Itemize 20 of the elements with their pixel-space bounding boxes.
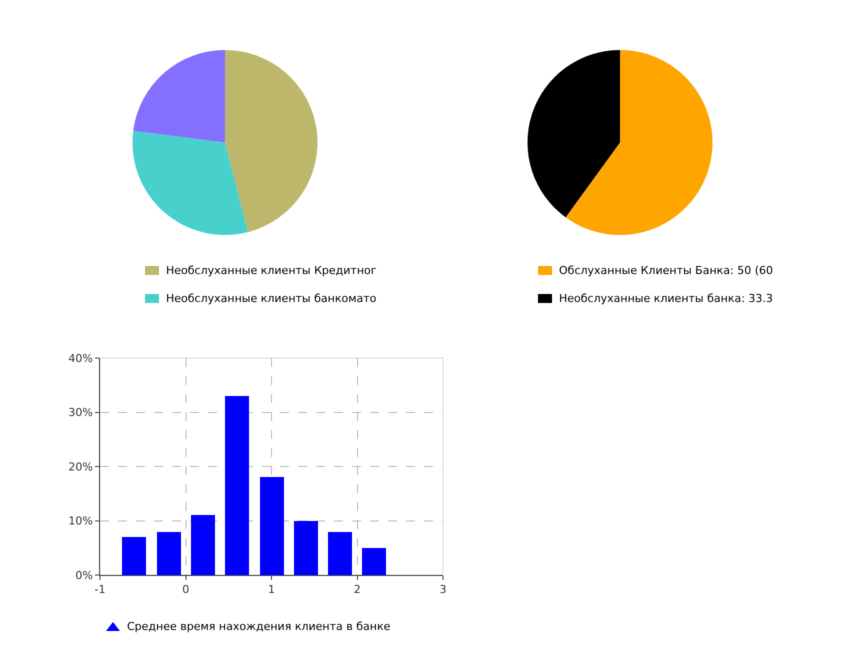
- legend-label: Необслуханные клиенты банка: 33.3: [559, 292, 773, 304]
- x-tick-label: -1: [94, 583, 106, 596]
- pie-slice: [132, 130, 248, 235]
- y-tick-label: 10%: [68, 514, 93, 528]
- x-tick-label: 1: [268, 583, 275, 596]
- pie-slice: [225, 50, 318, 232]
- pie-slice: [528, 50, 620, 218]
- pie-slice: [566, 50, 712, 235]
- legend-label: Среднее время нахождения клиента в банке: [127, 620, 390, 632]
- y-tick-label: 30%: [68, 406, 93, 420]
- y-tick-label: 20%: [68, 460, 93, 474]
- x-tick-label: 0: [182, 583, 190, 596]
- legend-label: Необслуханные клиенты банкомато: [166, 292, 376, 304]
- y-tick-label: 40%: [68, 352, 93, 365]
- x-tick-label: 3: [440, 583, 446, 596]
- x-tick-label: 2: [354, 583, 361, 596]
- legend-label: Необслуханные клиенты Кредитног: [166, 264, 377, 276]
- y-tick-label: 0%: [75, 568, 93, 582]
- pie-slice: [133, 50, 225, 142]
- legend-label: Обслуханные Клиенты Банка: 50 (60: [559, 264, 774, 276]
